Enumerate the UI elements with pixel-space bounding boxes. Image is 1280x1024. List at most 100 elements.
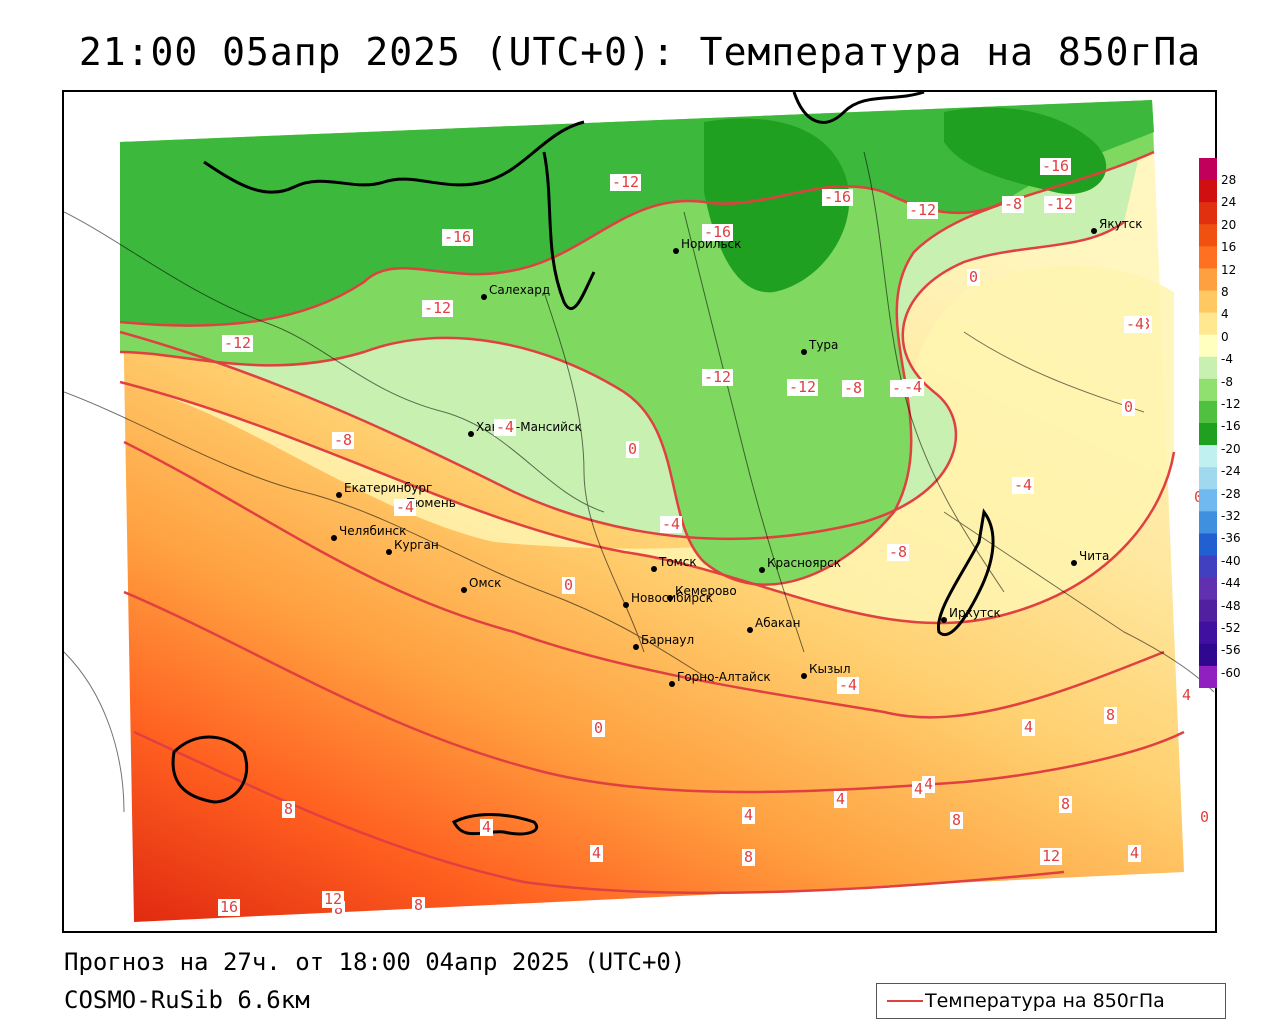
svg-text:0: 0	[1194, 488, 1203, 506]
legend-label: Температура на 850гПа	[925, 990, 1165, 1012]
colorbar-swatch	[1199, 599, 1217, 623]
colorbar-tick-label: 0	[1221, 329, 1229, 344]
isotherm-label: 4	[1022, 718, 1035, 736]
isotherm-label: -12	[610, 173, 641, 191]
colorbar-swatch	[1199, 445, 1217, 468]
isotherm-label: 8	[950, 811, 963, 829]
city-dot	[667, 595, 673, 601]
isotherm-label: -8	[887, 543, 909, 561]
isotherm-label: -8	[842, 379, 864, 397]
isotherm-label: -12	[222, 334, 253, 352]
colorbar-swatch	[1199, 511, 1217, 534]
city-label: Челябинск	[339, 524, 406, 538]
city-dot	[759, 567, 765, 573]
colorbar-tick-label: 4	[1221, 307, 1229, 322]
city-label: Кызыл	[809, 662, 851, 676]
legend: Температура на 850гПа	[876, 983, 1226, 1019]
city-dot	[1091, 228, 1097, 234]
city-label: Тюмень	[406, 496, 456, 510]
svg-text:-4: -4	[1126, 315, 1144, 333]
colorbar-swatch	[1199, 158, 1217, 181]
svg-text:12: 12	[324, 890, 342, 908]
city-dot	[801, 349, 807, 355]
colorbar-swatch	[1199, 555, 1217, 579]
city-dot	[623, 602, 629, 608]
zone-light-yellow	[120, 265, 1174, 624]
coastlines-and-lakes	[171, 92, 995, 836]
city-dot	[669, 681, 675, 687]
city-label: Чита	[1079, 549, 1109, 563]
svg-text:4: 4	[914, 780, 923, 798]
isotherm-label: 16	[218, 898, 240, 916]
svg-text:-4: -4	[839, 676, 857, 694]
svg-text:4: 4	[482, 818, 491, 836]
svg-text:0: 0	[628, 440, 637, 458]
city-dot	[747, 627, 753, 633]
svg-text:4: 4	[1024, 718, 1033, 736]
colorbar-tick-label: 28	[1221, 173, 1237, 187]
zone-dark-green	[120, 100, 1154, 326]
isotherm-label: -16	[442, 228, 473, 246]
isotherm-label: 4	[834, 790, 847, 808]
isotherm-label: 4	[742, 806, 755, 824]
colorbar-swatch	[1199, 467, 1217, 490]
isotherm-label: -12	[907, 201, 938, 219]
svg-text:-16: -16	[824, 188, 851, 206]
svg-text:8: 8	[744, 848, 753, 866]
svg-text:12: 12	[1042, 847, 1060, 865]
city-dot	[801, 673, 807, 679]
city-dot	[651, 566, 657, 572]
colorbar-tick-label: 20	[1221, 217, 1237, 232]
isotherm-label: 0	[592, 719, 605, 737]
svg-text:-12: -12	[612, 173, 639, 191]
colorbar-swatch	[1199, 268, 1217, 291]
isotherm-label: 4	[1180, 686, 1193, 704]
isotherm-label: 0	[1198, 808, 1211, 826]
colorbar-swatch	[1199, 356, 1217, 380]
colorbar-swatch	[1199, 577, 1217, 601]
svg-text:4: 4	[744, 806, 753, 824]
svg-text:8: 8	[1061, 795, 1070, 813]
isotherm-label: 4	[922, 775, 935, 793]
colorbar-tick-label: 16	[1221, 240, 1237, 255]
city-dot	[336, 492, 342, 498]
colorbar-tick-label: -28	[1221, 486, 1241, 501]
svg-text:-4: -4	[1014, 476, 1032, 494]
city-label: Ханты-Мансийск	[476, 420, 582, 434]
colorbar-tick-label: -32	[1221, 509, 1241, 523]
svg-text:4: 4	[836, 790, 845, 808]
isotherm-label: -4	[902, 378, 924, 396]
svg-text:-4: -4	[396, 498, 414, 516]
svg-text:-12: -12	[1046, 195, 1073, 213]
city-label: Тура	[808, 338, 838, 352]
city-label: Барнаул	[641, 633, 694, 647]
isotherm-label: 4	[912, 780, 925, 798]
city-dot	[331, 535, 337, 541]
city-label: Салехард	[489, 283, 550, 297]
temperature-map: ЯкутскНорильскСалехардТураХанты-Мансийск…	[64, 92, 1215, 922]
svg-text:8: 8	[284, 800, 293, 818]
isotherm-label: 4	[1128, 844, 1141, 862]
svg-text:0: 0	[969, 268, 978, 286]
colorbar-tick-label: -12	[1221, 397, 1241, 411]
svg-text:0: 0	[594, 719, 603, 737]
isotherm-label: 0	[967, 268, 980, 286]
colorbar-tick-label: -48	[1221, 598, 1241, 613]
colorbar-swatch	[1199, 489, 1217, 512]
isotherm-label: -12	[702, 368, 733, 386]
colorbar-swatch	[1199, 334, 1217, 358]
isotherm-label: 8	[1104, 706, 1117, 724]
isotherm-label: 0	[562, 576, 575, 594]
city-label: Кемерово	[675, 584, 737, 598]
city-label: Иркутск	[949, 606, 1001, 620]
city-dot	[1071, 560, 1077, 566]
isotherm-label: -16	[1040, 157, 1071, 175]
colorbar-swatch	[1199, 378, 1217, 402]
colorbar-tick-label: -56	[1221, 643, 1241, 658]
chart-title: 21:00 05апр 2025 (UTC+0): Температура на…	[78, 30, 1202, 74]
colorbar	[1199, 158, 1217, 689]
city-label: Томск	[658, 555, 697, 569]
city-dot	[941, 617, 947, 623]
colorbar-tick-label: -36	[1221, 531, 1241, 546]
city-label: Красноярск	[767, 556, 841, 570]
